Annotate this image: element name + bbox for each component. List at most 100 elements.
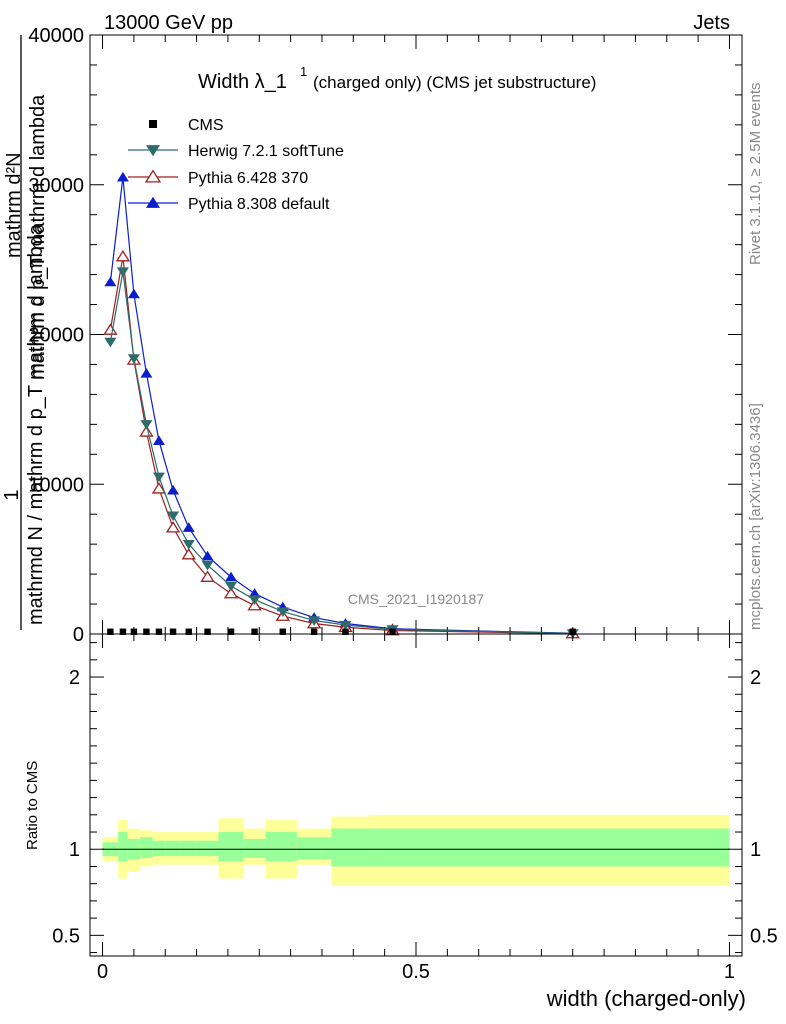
- ratio-band-inner: [196, 840, 219, 857]
- legend-label: Herwig 7.2.1 softTune: [188, 143, 344, 160]
- ratio-y-axis-label: Ratio to CMS: [24, 761, 41, 850]
- ratio-band-inner: [180, 840, 197, 857]
- x-tick-label: 0.5: [402, 961, 430, 983]
- rivet-label: Rivet 3.1.10, ≥ 2.5M events: [747, 83, 764, 266]
- plot-title-superscript: 1: [300, 64, 307, 79]
- main-ytick-label: 20000: [28, 325, 84, 347]
- data-point: [200, 570, 215, 582]
- series-pythia-8-308-default: [104, 171, 579, 638]
- y-label-d2n: mathrm d²N: [3, 152, 25, 258]
- watermark: CMS_2021_I1920187: [348, 591, 484, 607]
- data-point: [169, 628, 177, 635]
- ratio-ytick-labels: 0.5 0.5 1 1 2 2: [52, 667, 778, 947]
- data-point: [279, 628, 286, 635]
- ratio-band-inner: [416, 828, 730, 867]
- ratio-band-inner: [265, 832, 297, 862]
- series-pythia-6-428-370: [103, 250, 580, 639]
- ratio-band-inner: [368, 828, 416, 867]
- data-point: [310, 628, 318, 635]
- data-point: [152, 435, 165, 446]
- ratio-band-inner: [296, 837, 332, 860]
- legend-label: Pythia 8.308 default: [188, 196, 330, 213]
- main-ytick-label: 30000: [28, 175, 84, 197]
- data-point: [276, 607, 289, 617]
- data-point: [201, 550, 214, 561]
- legend: CMS Herwig 7.2.1 softTune Pythia 6.428 370…: [128, 117, 344, 213]
- legend-label: CMS: [188, 117, 224, 134]
- x-axis-label: width (charged-only): [546, 986, 746, 1011]
- legend-marker: [146, 196, 160, 208]
- data-point: [342, 628, 349, 635]
- ratio-band-inner: [165, 840, 181, 857]
- data-point: [227, 628, 235, 635]
- ratio-ytick-label-right: 0.5: [750, 925, 778, 947]
- x-tick-labels: 0 0.5 1: [97, 961, 735, 983]
- ratio-band-inner: [243, 838, 266, 858]
- legend-marker: [146, 145, 160, 157]
- ratio-ytick-label: 1: [69, 839, 80, 861]
- y-label-dpt-dlambda: mathrm d p_T mathrm d lambda: [27, 94, 49, 380]
- ratio-bands: [102, 814, 730, 886]
- data-point: [103, 323, 118, 335]
- data-point: [569, 628, 576, 635]
- ratio-band-inner: [152, 840, 166, 857]
- ratio-frame: [89, 633, 743, 957]
- series-line: [109, 177, 573, 634]
- plot-title-rest: (charged only) (CMS jet substructure): [313, 73, 596, 92]
- series-herwig-7-2-1-softtune: [104, 267, 579, 639]
- data-point: [225, 571, 238, 582]
- legend-marker: [144, 169, 162, 183]
- ratio-band-inner: [218, 832, 244, 862]
- mcplots-label: mcplots.cern.ch [arXiv:1306.3436]: [747, 403, 764, 630]
- ratio-ytick-label-right: 1: [750, 839, 761, 861]
- data-point: [339, 620, 352, 631]
- data-point: [155, 628, 163, 635]
- main-ytick-label: 0: [73, 624, 84, 646]
- ratio-ytick-label: 0.5: [52, 925, 80, 947]
- data-point: [181, 548, 196, 560]
- data-point: [204, 628, 211, 635]
- data-point: [389, 628, 396, 635]
- data-point: [151, 482, 167, 494]
- data-point: [165, 521, 181, 533]
- series-cms: [107, 628, 576, 635]
- data-point: [107, 628, 114, 635]
- main-y-axis-label: 1 mathrmd N / mathrm d p_T mathrm d lamb…: [1, 35, 49, 630]
- data-point: [182, 522, 195, 532]
- ratio-band-inner: [331, 828, 369, 867]
- ratio-ytick-label-right: 2: [750, 667, 761, 689]
- data-point: [127, 288, 140, 299]
- header-observable-group: Jets: [693, 12, 730, 34]
- plot-title-main: Width λ_1: [198, 71, 287, 93]
- main-ytick-labels: 0 10000 20000 30000 40000: [28, 25, 84, 646]
- data-point: [140, 420, 153, 430]
- data-point: [182, 539, 195, 550]
- data-point: [104, 276, 117, 287]
- data-point: [119, 628, 127, 635]
- data-point: [140, 368, 153, 378]
- data-point: [225, 581, 238, 592]
- data-point: [139, 425, 154, 437]
- data-point: [251, 628, 258, 635]
- series-line: [109, 256, 573, 635]
- data-point: [248, 595, 261, 605]
- data-point: [116, 267, 129, 278]
- data-point: [127, 354, 140, 364]
- main-ticks: [90, 34, 742, 635]
- ratio-band-inner: [118, 832, 128, 862]
- ratio-band-inner: [140, 837, 153, 858]
- y-label-normalisation: mathrmd N / mathrm d p_T mathrm d lambda: [25, 223, 47, 625]
- data-point: [143, 628, 150, 635]
- data-point: [130, 628, 138, 635]
- main-ytick-label: 40000: [28, 25, 84, 47]
- data-point: [115, 250, 131, 262]
- data-point: [116, 171, 129, 182]
- legend-marker: [149, 120, 157, 128]
- main-ytick-label: 10000: [28, 474, 84, 496]
- ratio-panel: 0.5 0.51 12 2 0 0.5 1 Ratio to CMS width (cha…: [24, 633, 778, 1011]
- data-point: [167, 484, 180, 495]
- series-line: [109, 271, 573, 635]
- main-series: [103, 171, 580, 639]
